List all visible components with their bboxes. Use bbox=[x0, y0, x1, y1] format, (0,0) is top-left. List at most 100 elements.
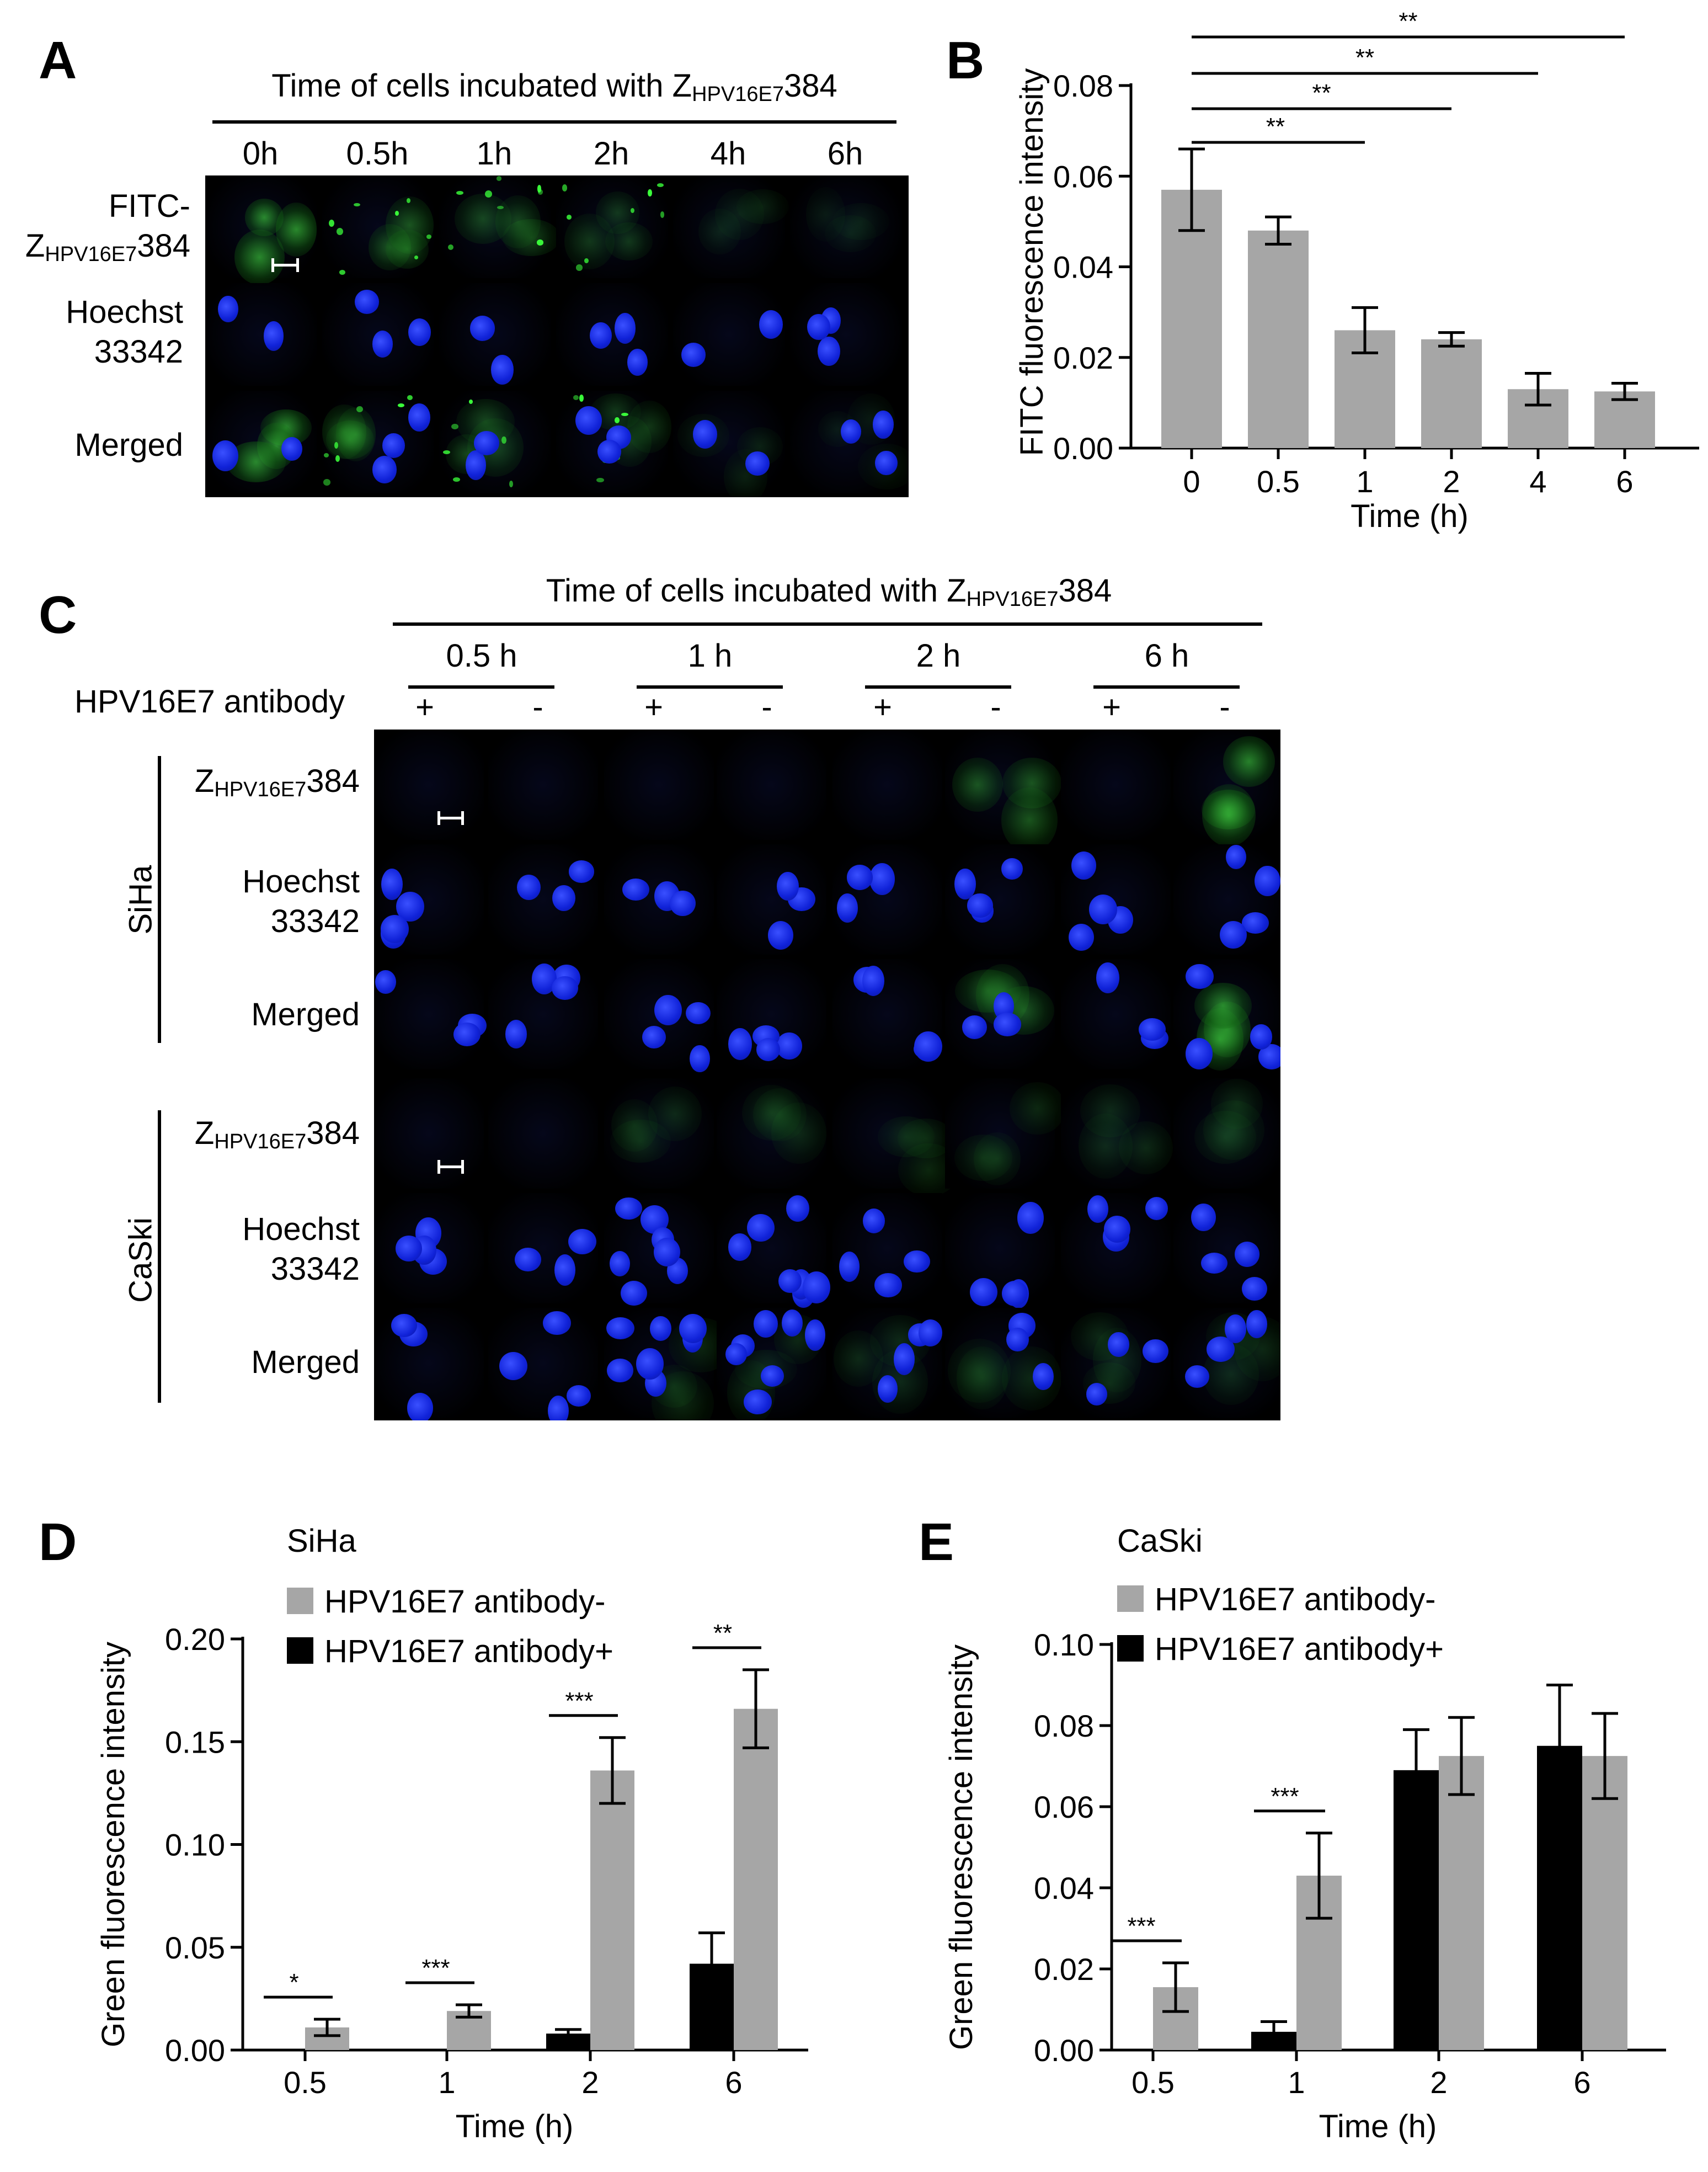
cytoplasm-stain bbox=[834, 1330, 884, 1387]
nucleus bbox=[575, 406, 602, 435]
nucleus bbox=[840, 419, 861, 444]
x-tick-label: 4 bbox=[1529, 464, 1546, 499]
nucleus bbox=[1145, 1197, 1168, 1220]
nucleus bbox=[650, 1316, 671, 1341]
micrograph-cell bbox=[374, 730, 484, 840]
cytoplasm-stain bbox=[805, 187, 845, 242]
cytoplasm-stain bbox=[1194, 983, 1252, 1029]
y-tick-label: 0.10 bbox=[165, 1828, 225, 1862]
nucleus bbox=[1108, 1332, 1129, 1357]
chart-e: 0.00 0.02 0.04 0.06 0.08 0.10 CaSki HPV16E7 ant… bbox=[943, 1523, 1666, 2144]
fitc-spot bbox=[356, 406, 364, 412]
panel-letter-c: C bbox=[39, 585, 77, 645]
micrograph-cell bbox=[374, 1078, 484, 1189]
siha-bracket bbox=[158, 756, 161, 1043]
x-tick-label: 6 bbox=[725, 2065, 742, 2100]
micrograph-cell bbox=[322, 175, 434, 278]
time-label: 1h bbox=[476, 136, 513, 172]
nucleus bbox=[1226, 845, 1247, 870]
cytoplasm-stain bbox=[715, 188, 765, 240]
legend-swatch bbox=[1117, 1585, 1144, 1612]
cytoplasm-stain bbox=[954, 1135, 1013, 1181]
nucleus bbox=[962, 1015, 987, 1039]
x-axis-label: Time (h) bbox=[1319, 2109, 1437, 2144]
antibody-sign: - bbox=[990, 689, 1001, 725]
nucleus bbox=[469, 316, 495, 341]
nucleus bbox=[862, 1209, 885, 1234]
fitc-spot bbox=[335, 455, 340, 462]
nucleus bbox=[491, 355, 514, 385]
cytoplasm-stain bbox=[455, 194, 512, 244]
nucleus bbox=[499, 1351, 527, 1381]
x-axis-label: Time (h) bbox=[1351, 498, 1469, 534]
panel-a-row-label-merged: Merged bbox=[74, 427, 183, 463]
panel-letter-b: B bbox=[946, 31, 985, 90]
nucleus bbox=[372, 456, 397, 483]
panel-c-title-rule bbox=[393, 622, 1262, 626]
antibody-label: HPV16E7 antibody bbox=[74, 684, 345, 720]
legend-swatch bbox=[287, 1637, 313, 1664]
nucleus bbox=[759, 310, 783, 339]
fitc-spot bbox=[397, 403, 405, 407]
y-tick-label: 0.00 bbox=[1034, 2033, 1094, 2068]
nucleus bbox=[804, 1319, 825, 1351]
chart-d: 0.00 0.05 0.10 0.15 0.20 SiHa HPV16E7 antibody… bbox=[95, 1523, 808, 2144]
fitc-spot bbox=[630, 207, 635, 213]
siha-row-label-z: ZHPV16E7384 bbox=[194, 763, 360, 801]
micrograph-cell bbox=[1173, 1078, 1280, 1189]
fitc-spot bbox=[566, 215, 572, 220]
nucleus bbox=[1001, 858, 1023, 880]
fitc-spot bbox=[442, 450, 450, 454]
nucleus bbox=[543, 1311, 571, 1335]
micrograph-cell bbox=[1061, 844, 1171, 955]
fitc-spot bbox=[509, 480, 513, 487]
nucleus bbox=[1143, 1339, 1168, 1364]
nucleus bbox=[552, 885, 576, 912]
nucleus bbox=[381, 869, 403, 901]
nucleus bbox=[609, 1251, 630, 1277]
cytoplasm-stain bbox=[610, 1119, 671, 1163]
cytoplasm-stain bbox=[627, 400, 671, 454]
micrograph-cell bbox=[717, 1193, 830, 1308]
micrograph-cell bbox=[1061, 959, 1171, 1069]
cytoplasm-stain bbox=[832, 203, 890, 241]
x-axis-label: Time (h) bbox=[456, 2109, 574, 2144]
significance-label: ** bbox=[1399, 8, 1417, 35]
cytoplasm-stain bbox=[742, 1084, 801, 1141]
cytoplasm-stain bbox=[336, 407, 376, 462]
nucleus bbox=[1219, 920, 1247, 949]
nucleus bbox=[1071, 851, 1097, 880]
micrograph-cell bbox=[488, 844, 598, 955]
micrograph-cell bbox=[1173, 844, 1280, 955]
nucleus bbox=[453, 1022, 481, 1047]
micrograph-cell bbox=[1173, 959, 1280, 1071]
nucleus bbox=[875, 450, 898, 476]
fitc-spot bbox=[501, 436, 506, 444]
bar-antibody-minus bbox=[734, 1708, 778, 2050]
significance-label: *** bbox=[565, 1687, 593, 1715]
time-group-rule bbox=[1093, 685, 1240, 689]
fitc-spot bbox=[394, 210, 399, 216]
nucleus bbox=[554, 1254, 576, 1286]
nucleus bbox=[839, 1252, 860, 1282]
micrograph-cell bbox=[832, 844, 942, 955]
micrograph-cell bbox=[556, 283, 668, 386]
siha-row-label-hoechst: Hoechst 33342 bbox=[242, 864, 360, 939]
micrograph-cell bbox=[945, 1308, 1061, 1418]
nucleus bbox=[894, 1343, 915, 1376]
nucleus bbox=[642, 1026, 666, 1049]
y-axis-label: Green fluorescence intensity bbox=[943, 1644, 979, 2050]
micrograph-cell bbox=[604, 1308, 733, 1420]
nucleus bbox=[918, 1319, 943, 1346]
bar bbox=[1248, 230, 1309, 448]
legend-label: HPV16E7 antibody+ bbox=[1155, 1631, 1444, 1667]
fitc-spot bbox=[469, 400, 473, 404]
nucleus bbox=[597, 439, 621, 464]
time-group-rule bbox=[408, 685, 554, 689]
time-group-rule bbox=[637, 685, 783, 689]
antibody-sign: - bbox=[761, 689, 772, 725]
micrograph-cell bbox=[945, 730, 1061, 853]
cytoplasm-stain bbox=[825, 215, 877, 253]
cytoplasm-stain bbox=[1001, 787, 1058, 853]
micrograph-cell bbox=[832, 1078, 960, 1196]
